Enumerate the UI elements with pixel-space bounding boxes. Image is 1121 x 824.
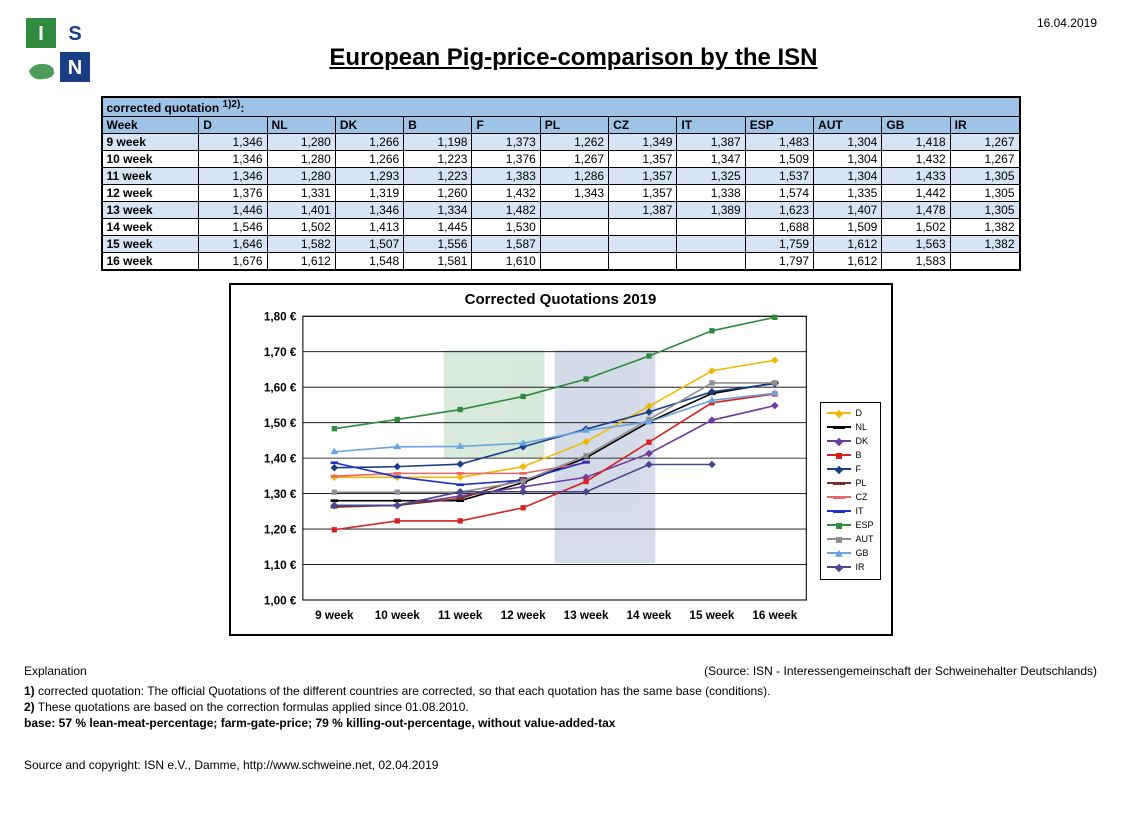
footnote-1: 1) corrected quotation: The official Quo…	[24, 684, 1097, 698]
svg-text:N: N	[68, 57, 82, 79]
svg-text:11 week: 11 week	[438, 609, 483, 622]
table-header-cell: IT	[677, 117, 745, 134]
page-title: European Pig-price-comparison by the ISN	[110, 44, 1037, 72]
svg-text:9 week: 9 week	[315, 609, 354, 622]
legend-item: DK	[827, 435, 873, 447]
table-row: 11 week1,3461,2801,2931,2231,3831,2861,3…	[102, 168, 1020, 185]
svg-text:12 week: 12 week	[500, 609, 545, 622]
table-caption: corrected quotation 1)2):	[102, 97, 1020, 117]
footnote-2: 2) These quotations are based on the cor…	[24, 700, 1097, 714]
table-header-cell: NL	[267, 117, 335, 134]
table-header-cell: F	[472, 117, 540, 134]
svg-text:16 week: 16 week	[752, 609, 797, 622]
legend-item: GB	[827, 547, 873, 559]
explanation-heading: Explanation	[24, 664, 87, 678]
legend-item: CZ	[827, 491, 873, 503]
svg-text:1,10 €: 1,10 €	[263, 559, 296, 572]
svg-text:14 week: 14 week	[626, 609, 671, 622]
table-header-cell: GB	[882, 117, 950, 134]
isn-logo: I S N	[24, 16, 94, 86]
svg-text:1,70 €: 1,70 €	[263, 346, 296, 359]
chart-title: Corrected Quotations 2019	[241, 291, 881, 308]
legend-item: NL	[827, 421, 873, 433]
svg-text:I: I	[38, 23, 44, 45]
legend-item: AUT	[827, 533, 873, 545]
legend-item: B	[827, 449, 873, 461]
svg-text:1,20 €: 1,20 €	[263, 523, 296, 536]
legend-item: F	[827, 463, 873, 475]
legend-item: PL	[827, 477, 873, 489]
legend-item: IR	[827, 561, 873, 573]
table-row: 15 week1,6461,5821,5071,5561,5871,7591,6…	[102, 236, 1020, 253]
table-row: 16 week1,6761,6121,5481,5811,6101,7971,6…	[102, 253, 1020, 271]
table-row: 9 week1,3461,2801,2661,1981,3731,2621,34…	[102, 134, 1020, 151]
table-header-cell: D	[199, 117, 267, 134]
chart-canvas: 1,00 € 1,10 € 1,20 € 1,30 € 1,40 € 1,50 € 1,60…	[241, 312, 817, 632]
table-header-cell: B	[404, 117, 472, 134]
footer: (Source: ISN - Interessengemeinschaft de…	[24, 664, 1097, 730]
table-row: 14 week1,5461,5021,4131,4451,5301,6881,5…	[102, 219, 1020, 236]
svg-text:S: S	[68, 23, 81, 45]
footnote-base: base: 57 % lean-meat-percentage; farm-ga…	[24, 716, 1097, 730]
header: I S N European Pig-price-comparison by t…	[24, 16, 1097, 96]
svg-text:1,30 €: 1,30 €	[263, 488, 296, 501]
document-date: 16.04.2019	[1037, 16, 1097, 30]
copyright: Source and copyright: ISN e.V., Damme, h…	[24, 758, 1097, 772]
svg-text:1,60 €: 1,60 €	[263, 381, 296, 394]
table-row: 12 week1,3761,3311,3191,2601,4321,3431,3…	[102, 185, 1020, 202]
svg-text:13 week: 13 week	[563, 609, 608, 622]
svg-text:10 week: 10 week	[374, 609, 419, 622]
svg-text:1,50 €: 1,50 €	[263, 417, 296, 430]
table-header-cell: AUT	[814, 117, 882, 134]
table-header-cell: PL	[540, 117, 608, 134]
chart-legend: D NL DK BF PL CZ IT ESP AUT GB IR	[820, 402, 880, 580]
table-header-cell: IR	[950, 117, 1019, 134]
legend-item: ESP	[827, 519, 873, 531]
legend-item: IT	[827, 505, 873, 517]
table-row: 13 week1,4461,4011,3461,3341,4821,3871,3…	[102, 202, 1020, 219]
svg-text:1,40 €: 1,40 €	[263, 452, 296, 465]
table-header-cell: ESP	[745, 117, 813, 134]
table-header-cell: Week	[102, 117, 199, 134]
table-header-cell: CZ	[609, 117, 677, 134]
table-row: 10 week1,3461,2801,2661,2231,3761,2671,3…	[102, 151, 1020, 168]
legend-item: D	[827, 407, 873, 419]
price-table: corrected quotation 1)2):WeekDNLDKBFPLCZ…	[101, 96, 1021, 271]
svg-text:15 week: 15 week	[689, 609, 734, 622]
table-header-cell: DK	[335, 117, 403, 134]
price-chart: Corrected Quotations 2019 1,00 €1,10 €1,…	[229, 283, 893, 636]
svg-text:1,80 €: 1,80 €	[263, 312, 296, 324]
source-label: (Source: ISN - Interessengemeinschaft de…	[704, 664, 1097, 678]
svg-text:1,00 €: 1,00 €	[263, 594, 296, 607]
